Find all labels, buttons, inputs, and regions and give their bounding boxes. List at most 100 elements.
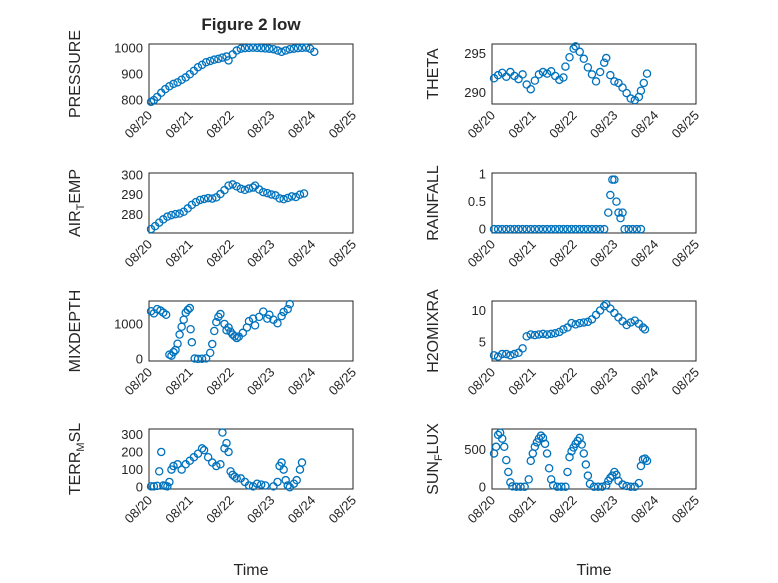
data-point	[489, 351, 499, 360]
x-tick-label: 08/22	[203, 493, 237, 527]
data-point	[530, 76, 540, 85]
axes-frame	[148, 428, 354, 490]
y-axis-label: AIRTEMP	[67, 169, 87, 237]
data-point	[279, 465, 288, 474]
data-point	[149, 482, 159, 491]
data-point	[493, 70, 503, 80]
data-point	[530, 442, 540, 452]
data-point	[626, 482, 635, 492]
y-tick-label: 280	[121, 207, 143, 222]
x-tick-label: 08/20	[465, 237, 499, 271]
data-point	[232, 182, 241, 191]
data-point	[557, 482, 566, 492]
data-point	[254, 312, 264, 322]
y-tick-label: 500	[464, 442, 486, 457]
data-point	[599, 224, 609, 234]
data-point	[512, 482, 521, 492]
data-point	[269, 44, 278, 54]
axes-frame	[148, 43, 354, 105]
data-points	[489, 42, 652, 105]
x-tick-label: 08/25	[326, 237, 360, 271]
data-point	[639, 78, 649, 88]
data-point	[612, 197, 621, 206]
x-axis-label-left: Time	[234, 562, 269, 579]
data-points	[489, 428, 652, 492]
x-axis-label-right: Time	[577, 562, 612, 579]
data-point	[199, 445, 209, 455]
data-point	[575, 47, 584, 57]
y-axis-label-subscript: F	[433, 454, 445, 461]
data-point	[261, 44, 270, 53]
data-point	[263, 188, 272, 198]
data-points	[146, 180, 309, 234]
data-point	[230, 332, 239, 341]
chart-panel-5: 08/20 08/21 08/22 08/23 08/24 08/25 0 1000 MIXDE…	[67, 290, 359, 398]
data-point	[283, 193, 292, 203]
data-point	[561, 482, 570, 492]
y-tick-label: 1000	[114, 316, 143, 331]
data-points	[146, 428, 307, 492]
figure-title: Figure 2 low	[201, 15, 301, 34]
data-point	[587, 70, 597, 79]
data-point	[506, 478, 515, 487]
x-tick-label: 08/22	[203, 108, 237, 142]
data-point	[506, 351, 515, 360]
x-tick-label: 08/21	[162, 493, 196, 527]
data-point	[297, 458, 307, 467]
data-point	[175, 209, 184, 218]
data-point	[297, 43, 307, 53]
axes-frame	[491, 43, 697, 105]
data-point	[591, 77, 601, 86]
y-axis-label-main: PRESSURE	[67, 30, 84, 118]
data-point	[642, 69, 652, 78]
data-points	[489, 299, 650, 361]
data-point	[634, 478, 644, 488]
data-point	[530, 224, 540, 234]
data-point	[628, 224, 638, 234]
data-point	[224, 181, 233, 190]
y-axis-label: SUNFLUX	[425, 423, 445, 495]
data-point	[161, 310, 171, 320]
data-point	[285, 299, 295, 309]
data-point	[563, 467, 572, 477]
data-point	[506, 224, 515, 234]
data-point	[289, 44, 299, 53]
y-tick-label: 800	[121, 93, 143, 108]
data-point	[275, 194, 284, 203]
y-axis-label-main: AIR	[67, 210, 84, 237]
data-point	[205, 56, 215, 66]
data-point	[626, 94, 635, 103]
data-point	[575, 224, 584, 234]
data-point	[559, 224, 568, 234]
x-tick-label: 08/20	[122, 493, 156, 527]
y-tick-label: 0	[479, 479, 486, 494]
y-tick-label: 295	[464, 46, 486, 61]
data-point	[281, 46, 290, 55]
data-point	[583, 471, 593, 480]
data-point	[281, 475, 290, 485]
data-point	[583, 224, 593, 234]
x-tick-label: 08/24	[285, 108, 319, 142]
data-point	[210, 326, 219, 336]
data-point	[154, 467, 164, 476]
y-tick-label: 0.5	[468, 194, 486, 209]
data-point	[224, 56, 233, 65]
x-tick-label: 08/24	[628, 108, 662, 142]
data-point	[577, 440, 587, 449]
x-tick-label: 08/25	[669, 108, 703, 142]
data-point	[287, 192, 297, 201]
data-point	[601, 53, 611, 63]
data-point	[636, 86, 646, 96]
y-axis-label-main: RAINFALL	[425, 165, 442, 241]
data-point	[618, 83, 627, 92]
x-tick-label: 08/22	[203, 365, 237, 399]
data-point	[622, 481, 631, 491]
data-point	[514, 224, 523, 234]
data-point	[169, 79, 178, 89]
data-point	[201, 58, 211, 67]
data-point	[538, 224, 548, 234]
y-axis-label-subscript: M	[75, 442, 87, 451]
y-axis-label: THETA	[425, 48, 442, 100]
data-points	[489, 175, 646, 234]
data-point	[581, 460, 591, 469]
